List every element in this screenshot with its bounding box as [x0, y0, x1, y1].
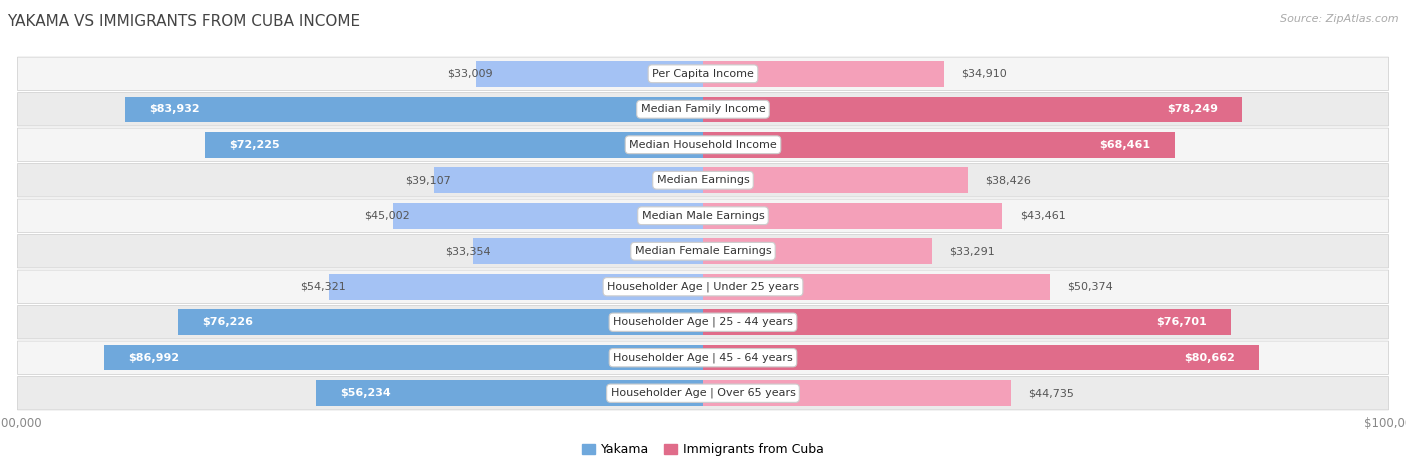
- Text: $68,461: $68,461: [1099, 140, 1150, 150]
- Text: $76,226: $76,226: [202, 317, 253, 327]
- FancyBboxPatch shape: [17, 376, 1389, 410]
- Bar: [205, 132, 703, 157]
- Text: $33,291: $33,291: [949, 246, 995, 256]
- Bar: [177, 310, 703, 335]
- Text: Median Earnings: Median Earnings: [657, 175, 749, 185]
- Bar: [703, 168, 967, 193]
- Text: Householder Age | 25 - 44 years: Householder Age | 25 - 44 years: [613, 317, 793, 327]
- Text: YAKAMA VS IMMIGRANTS FROM CUBA INCOME: YAKAMA VS IMMIGRANTS FROM CUBA INCOME: [7, 14, 360, 29]
- Text: $56,234: $56,234: [340, 388, 391, 398]
- FancyBboxPatch shape: [17, 57, 1389, 91]
- Text: $38,426: $38,426: [986, 175, 1031, 185]
- Text: Median Female Earnings: Median Female Earnings: [634, 246, 772, 256]
- Text: Median Family Income: Median Family Income: [641, 104, 765, 114]
- FancyBboxPatch shape: [17, 92, 1389, 126]
- FancyBboxPatch shape: [17, 305, 1389, 339]
- Text: $33,354: $33,354: [444, 246, 491, 256]
- Text: $86,992: $86,992: [128, 353, 179, 363]
- Bar: [703, 61, 943, 86]
- Text: Householder Age | Over 65 years: Householder Age | Over 65 years: [610, 388, 796, 398]
- Bar: [433, 168, 703, 193]
- Bar: [104, 345, 703, 370]
- Text: Householder Age | Under 25 years: Householder Age | Under 25 years: [607, 282, 799, 292]
- Bar: [474, 239, 703, 264]
- Bar: [125, 97, 703, 122]
- Text: Median Household Income: Median Household Income: [628, 140, 778, 150]
- FancyBboxPatch shape: [17, 234, 1389, 268]
- FancyBboxPatch shape: [17, 341, 1389, 375]
- Text: $83,932: $83,932: [149, 104, 200, 114]
- Text: $39,107: $39,107: [405, 175, 451, 185]
- Bar: [703, 203, 1002, 228]
- Bar: [475, 61, 703, 86]
- Bar: [329, 274, 703, 299]
- Legend: Yakama, Immigrants from Cuba: Yakama, Immigrants from Cuba: [578, 439, 828, 461]
- Text: $78,249: $78,249: [1167, 104, 1218, 114]
- Text: Source: ZipAtlas.com: Source: ZipAtlas.com: [1281, 14, 1399, 24]
- Text: $76,701: $76,701: [1157, 317, 1208, 327]
- Bar: [703, 345, 1258, 370]
- Bar: [703, 97, 1241, 122]
- Text: Householder Age | 45 - 64 years: Householder Age | 45 - 64 years: [613, 353, 793, 363]
- Text: $34,910: $34,910: [960, 69, 1007, 79]
- Text: $80,662: $80,662: [1184, 353, 1234, 363]
- Bar: [703, 310, 1232, 335]
- FancyBboxPatch shape: [17, 128, 1389, 162]
- Bar: [703, 239, 932, 264]
- Text: Median Male Earnings: Median Male Earnings: [641, 211, 765, 221]
- Text: $44,735: $44,735: [1028, 388, 1074, 398]
- Text: $33,009: $33,009: [447, 69, 494, 79]
- Text: $54,321: $54,321: [301, 282, 346, 292]
- Text: $43,461: $43,461: [1019, 211, 1066, 221]
- Text: Per Capita Income: Per Capita Income: [652, 69, 754, 79]
- Text: $45,002: $45,002: [364, 211, 411, 221]
- Bar: [703, 274, 1050, 299]
- Text: $50,374: $50,374: [1067, 282, 1114, 292]
- FancyBboxPatch shape: [17, 270, 1389, 304]
- Text: $72,225: $72,225: [229, 140, 280, 150]
- Bar: [703, 132, 1174, 157]
- Bar: [315, 381, 703, 406]
- FancyBboxPatch shape: [17, 163, 1389, 197]
- Bar: [392, 203, 703, 228]
- Bar: [703, 381, 1011, 406]
- FancyBboxPatch shape: [17, 199, 1389, 233]
